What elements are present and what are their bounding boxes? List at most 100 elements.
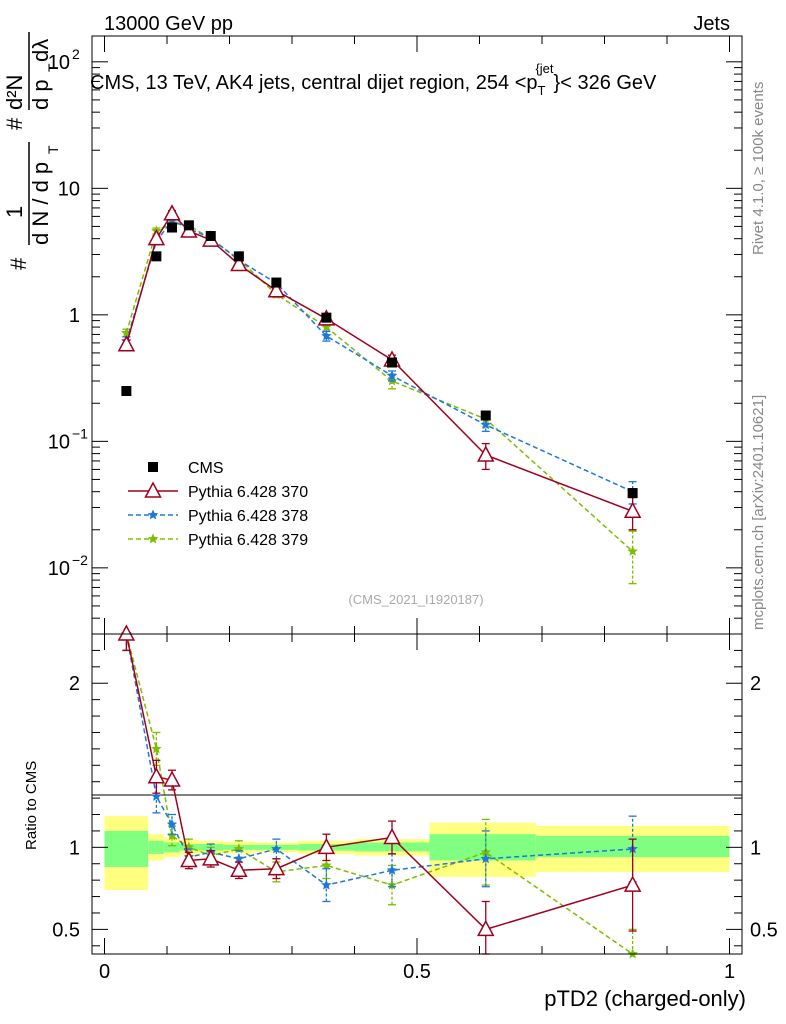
legend-pythia-6-428-370-label: Pythia 6.428 370	[188, 484, 308, 501]
main-pythia-6-428-370-point	[163, 204, 181, 221]
main-pythia-6-428-378-point	[321, 330, 332, 341]
ratio-pythia-6-428-378-point	[233, 853, 245, 864]
main-pythia-6-428-378-point	[480, 419, 491, 430]
legend-pythia-6-428-370-marker	[144, 481, 162, 498]
main-pythia-6-428-370-point	[147, 229, 166, 246]
ratio-pythia-6-428-378-line	[125, 633, 633, 886]
ratio-ticks: 0.5 0.5 1 1 2 2 0 0.5 1	[52, 634, 778, 983]
ratio-y-axis-label: Ratio to CMS	[23, 761, 40, 850]
ratio-pythia-6-428-378-point	[386, 864, 398, 875]
ratio-pythia-6-428-370-point	[117, 624, 136, 641]
ylabel-numerator: d²N	[2, 75, 27, 110]
ratio-pythia-6-428-370-point	[623, 875, 642, 892]
main-cms-point	[271, 277, 282, 288]
main-pythia-6-428-378-point	[386, 370, 398, 381]
ratio-series-group	[117, 624, 642, 959]
ratio-pythia-6-428-370-point	[476, 919, 495, 937]
main-cms-point	[627, 488, 638, 499]
main-pythia-6-428-379-point	[627, 545, 638, 556]
header-left: 13000 GeV pp	[104, 13, 233, 35]
main-series-group	[117, 204, 642, 585]
ratio-pythia-6-428-378-point	[321, 879, 332, 890]
main-cms-point	[167, 222, 177, 233]
main-y-tick-exponent: 2	[72, 46, 80, 62]
ratio-pythia-6-428-379-line	[125, 633, 634, 955]
ratio-pythia-6-428-370-point	[147, 767, 166, 784]
legend-cms-label: CMS	[188, 460, 224, 477]
x-tick-label: 0.5	[403, 961, 431, 983]
main-cms-point	[321, 312, 332, 323]
ratio-pythia-6-428-370-line	[125, 633, 633, 931]
main-title-sub: T	[538, 83, 546, 98]
ratio-panel: 0.5 0.5 1 1 2 2 0 0.5 1 Ratio to CMS pTD2 (charg…	[23, 624, 778, 1011]
ratio-pythia-6-428-378-point	[166, 818, 178, 829]
ylabel-one: 1	[2, 206, 27, 218]
ylabel-denominator-2: d p	[28, 79, 53, 110]
ratio-y-tick-label-right: 2	[750, 673, 761, 695]
main-y-tick-label: 10	[48, 431, 70, 453]
ratio-y-tick-label-right: 1	[750, 837, 761, 859]
ylabel-hash-1: #	[6, 257, 31, 270]
ratio-y-tick-label: 2	[69, 673, 80, 695]
ratio-pythia-6-428-370-point	[383, 827, 401, 845]
ratio-pythia-6-428-378-point	[271, 843, 282, 854]
main-y-tick-exponent: −2	[72, 552, 88, 568]
main-y-axis-label: # 1 d N / d p T # d²N d p T dλ	[2, 32, 61, 270]
main-pythia-6-428-370-point	[476, 445, 495, 462]
ratio-pythia-6-428-370-point	[163, 770, 181, 787]
ratio-pythia-6-428-379-point	[166, 830, 178, 841]
ratio-pythia-6-428-370-point	[317, 837, 336, 855]
main-pythia-6-428-370-point	[623, 501, 642, 519]
ratio-stat-uncertainty-band	[104, 830, 149, 868]
rivet-version-label: Rivet 4.1.0, ≥ 100k events	[750, 82, 767, 255]
legend-pythia-6-428-379-marker	[147, 533, 159, 544]
main-cms-point	[121, 386, 132, 397]
ratio-y-tick-label: 1	[69, 837, 80, 859]
main-cms-point	[387, 357, 397, 368]
main-cms-point	[205, 230, 216, 241]
ratio-pythia-6-428-378-point	[151, 791, 162, 801]
mcplots-label: mcplots.cern.ch [arXiv:2401.10621]	[750, 395, 767, 630]
main-y-tick-label: 1	[69, 305, 80, 327]
x-axis-label: pTD2 (charged-only)	[544, 986, 746, 1011]
ratio-pythia-6-428-379-point	[627, 948, 638, 959]
ratio-pythia-6-428-378-point	[480, 853, 491, 864]
legend-pythia-6-428-379-label: Pythia 6.428 379	[188, 532, 308, 549]
main-cms-point	[233, 251, 244, 262]
legend-cms-marker	[148, 462, 158, 472]
main-y-tick-label: 10	[48, 52, 70, 74]
main-pythia-6-428-370-point	[230, 254, 248, 272]
legend-pythia-6-428-378-label: Pythia 6.428 378	[188, 508, 308, 525]
legend: CMS Pythia 6.428 370 Pythia 6.428 378 Pythi…	[128, 460, 308, 549]
main-cms-point	[151, 251, 162, 262]
ratio-y-tick-label-right: 0.5	[750, 919, 778, 941]
ratio-pythia-6-428-370-point	[180, 850, 198, 868]
header-right: Jets	[693, 13, 730, 35]
ratio-pythia-6-428-379-point	[480, 846, 491, 857]
main-y-tick-exponent: −1	[72, 425, 88, 441]
main-cms-point	[480, 410, 491, 421]
ratio-pythia-6-428-370-point	[267, 859, 286, 876]
main-pythia-6-428-379-point	[321, 321, 332, 332]
main-title: CMS, 13 TeV, AK4 jets, central dijet reg…	[90, 61, 657, 98]
main-title-sup: {jet	[535, 61, 553, 76]
main-y-tick-label: 10	[58, 178, 80, 200]
main-pythia-6-428-378-line	[125, 219, 633, 493]
ratio-stat-uncertainty-band	[148, 840, 164, 854]
ylabel-dlambda: dλ	[28, 39, 53, 62]
ratio-pythia-6-428-379-point	[151, 743, 162, 754]
ylabel-sub-T1: T	[45, 145, 61, 154]
ratio-pythia-6-428-370-point	[201, 849, 220, 866]
main-y-tick-label: 10	[48, 558, 70, 580]
ratio-pythia-6-428-379-point	[321, 859, 332, 870]
ratio-pythia-6-428-370-point	[230, 860, 248, 878]
x-tick-label: 0	[99, 961, 110, 983]
legend-pythia-6-428-378-marker	[147, 509, 159, 520]
ratio-frame	[91, 633, 743, 955]
x-tick-label: 1	[724, 961, 735, 983]
main-pythia-6-428-379-line	[125, 222, 634, 552]
main-title-before: CMS, 13 TeV, AK4 jets, central dijet reg…	[90, 72, 538, 94]
